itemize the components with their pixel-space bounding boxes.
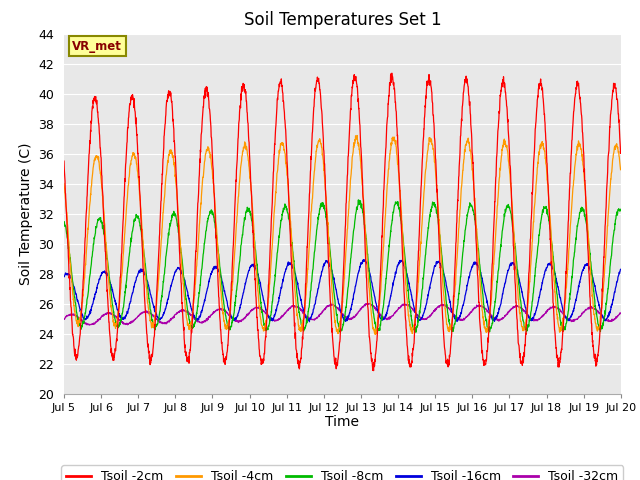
X-axis label: Time: Time — [325, 415, 360, 430]
Text: VR_met: VR_met — [72, 40, 122, 53]
Title: Soil Temperatures Set 1: Soil Temperatures Set 1 — [244, 11, 441, 29]
Y-axis label: Soil Temperature (C): Soil Temperature (C) — [19, 143, 33, 285]
Legend: Tsoil -2cm, Tsoil -4cm, Tsoil -8cm, Tsoil -16cm, Tsoil -32cm: Tsoil -2cm, Tsoil -4cm, Tsoil -8cm, Tsoi… — [61, 465, 623, 480]
